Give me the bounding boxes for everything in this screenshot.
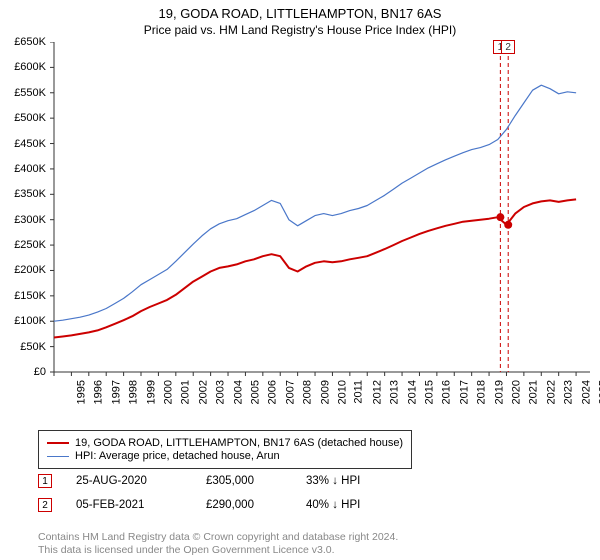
x-tick-label: 1996 xyxy=(93,380,105,404)
y-tick-label: £50K xyxy=(0,341,46,353)
x-tick-label: 1997 xyxy=(110,380,122,404)
y-tick-label: £0 xyxy=(0,366,46,378)
y-tick-label: £200K xyxy=(0,264,46,276)
x-tick-label: 2023 xyxy=(563,380,575,404)
x-tick-label: 2024 xyxy=(580,380,592,404)
x-tick-label: 2001 xyxy=(180,380,192,404)
y-tick-label: £300K xyxy=(0,214,46,226)
x-tick-label: 2014 xyxy=(406,380,418,404)
x-tick-label: 2000 xyxy=(162,380,174,404)
chart-title: 19, GODA ROAD, LITTLEHAMPTON, BN17 6AS xyxy=(0,0,600,21)
legend-item-hpi: HPI: Average price, detached house, Arun xyxy=(47,450,403,462)
x-tick-label: 2016 xyxy=(441,380,453,404)
footer-line-2: This data is licensed under the Open Gov… xyxy=(38,544,398,558)
y-tick-label: £650K xyxy=(0,36,46,48)
y-tick-label: £600K xyxy=(0,61,46,73)
y-tick-label: £450K xyxy=(0,138,46,150)
y-tick-label: £500K xyxy=(0,112,46,124)
sale-row-marker: 2 xyxy=(38,498,52,512)
y-tick-label: £100K xyxy=(0,315,46,327)
y-tick-label: £400K xyxy=(0,163,46,175)
x-tick-label: 2008 xyxy=(302,380,314,404)
x-tick-label: 2012 xyxy=(371,380,383,404)
chart-area: £0 £50K £100K £150K £200K £250K £300K £350K £400… xyxy=(0,42,600,422)
sale-row: 1 25-AUG-2020£305,00033% ↓ HPI xyxy=(38,474,360,488)
x-tick-label: 2007 xyxy=(284,380,296,404)
x-tick-label: 2004 xyxy=(232,380,244,404)
x-tick-label: 2022 xyxy=(545,380,557,404)
legend-swatch-hpi xyxy=(47,456,69,457)
legend-swatch-property xyxy=(47,442,69,444)
x-tick-label: 1995 xyxy=(75,380,87,404)
x-tick-label: 2018 xyxy=(476,380,488,404)
x-tick-label: 1999 xyxy=(145,380,157,404)
sale-marker-label: 2 xyxy=(501,40,515,54)
x-tick-label: 2021 xyxy=(528,380,540,404)
footer-line-1: Contains HM Land Registry data © Crown c… xyxy=(38,531,398,545)
chart-svg xyxy=(0,42,600,422)
sale-date: 25-AUG-2020 xyxy=(76,475,206,487)
sale-pct-vs-hpi: 33% ↓ HPI xyxy=(306,475,360,487)
chart-page: { "title": "19, GODA ROAD, LITTLEHAMPTON… xyxy=(0,0,600,560)
x-tick-label: 2005 xyxy=(250,380,262,404)
sale-row-marker: 1 xyxy=(38,474,52,488)
x-tick-label: 2019 xyxy=(493,380,505,404)
y-tick-label: £550K xyxy=(0,87,46,99)
x-tick-label: 2020 xyxy=(511,380,523,404)
x-tick-label: 2013 xyxy=(389,380,401,404)
sale-date: 05-FEB-2021 xyxy=(76,499,206,511)
legend-label-property: 19, GODA ROAD, LITTLEHAMPTON, BN17 6AS (… xyxy=(75,437,403,449)
y-tick-label: £350K xyxy=(0,188,46,200)
x-tick-label: 2002 xyxy=(197,380,209,404)
sale-price: £305,000 xyxy=(206,475,306,487)
sale-pct-vs-hpi: 40% ↓ HPI xyxy=(306,499,360,511)
sale-price: £290,000 xyxy=(206,499,306,511)
y-tick-label: £250K xyxy=(0,239,46,251)
legend-item-property: 19, GODA ROAD, LITTLEHAMPTON, BN17 6AS (… xyxy=(47,437,403,449)
x-tick-label: 2011 xyxy=(353,380,365,404)
footer-attribution: Contains HM Land Registry data © Crown c… xyxy=(38,531,398,558)
legend: 19, GODA ROAD, LITTLEHAMPTON, BN17 6AS (… xyxy=(38,430,412,469)
x-tick-label: 2006 xyxy=(267,380,279,404)
x-tick-label: 2009 xyxy=(319,380,331,404)
sale-row: 2 05-FEB-2021£290,00040% ↓ HPI xyxy=(38,498,360,512)
x-tick-label: 2003 xyxy=(215,380,227,404)
x-tick-label: 2017 xyxy=(458,380,470,404)
y-tick-label: £150K xyxy=(0,290,46,302)
legend-label-hpi: HPI: Average price, detached house, Arun xyxy=(75,450,280,462)
x-tick-label: 2015 xyxy=(424,380,436,404)
x-tick-label: 2010 xyxy=(337,380,349,404)
x-tick-label: 1998 xyxy=(128,380,140,404)
